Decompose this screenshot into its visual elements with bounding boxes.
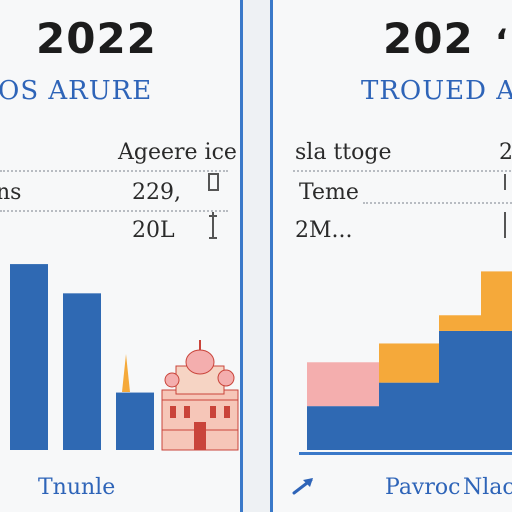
right-footer-right: Nlac [463, 475, 512, 500]
right-chart-baseline [299, 452, 512, 455]
right-bar-1-seg-3 [307, 362, 381, 407]
right-bar-4-seg-2 [481, 271, 512, 331]
right-panel: 202 ‘ TROUED A sla ttoge 2 Teme 2M... Pa… [270, 0, 512, 512]
right-bar-3-seg-2 [439, 315, 483, 331]
right-bar-2-seg-2 [379, 343, 441, 383]
right-year-overflow: ‘ [495, 22, 508, 62]
left-bar-2 [63, 293, 101, 450]
right-row1-divider [293, 170, 512, 172]
right-tick-marks-icon [504, 174, 506, 238]
building-illustration [161, 340, 239, 451]
left-row2-label: ns [0, 180, 22, 205]
left-bar-1 [10, 264, 48, 450]
left-panel: 2022 OS ARURE Ageere ice ns 229, 20L [0, 0, 243, 512]
left-row1-value: Ageere ice [118, 140, 237, 165]
spire-illustration [122, 354, 130, 392]
right-bar-3-seg-1 [439, 330, 483, 450]
right-row1-value: 2 [499, 140, 512, 165]
tick-marks-icon [208, 173, 219, 239]
left-heading: OS ARURE [0, 76, 153, 106]
right-bar-1-seg-1 [307, 406, 381, 450]
left-footer: Tnunle [38, 475, 116, 500]
right-row1-label: sla ttoge [295, 140, 392, 165]
right-row2-divider [363, 202, 512, 204]
panel-gutter [243, 0, 270, 512]
right-year: 202 [383, 14, 474, 63]
left-year: 2022 [36, 14, 157, 63]
left-chart [10, 264, 239, 451]
arrow-icon [292, 478, 313, 495]
left-row2-divider [0, 210, 228, 212]
left-bar-3 [116, 392, 154, 450]
left-row2-value: 229, [132, 180, 181, 205]
right-footer-left: Pavroc [385, 475, 461, 500]
right-bar-4-seg-1 [481, 330, 512, 450]
right-chart [307, 271, 512, 450]
right-row3-label: 2M... [295, 218, 353, 243]
right-row2-label: Teme [299, 180, 359, 205]
left-row1-divider [0, 170, 228, 172]
left-row3-value: 20L [132, 218, 175, 243]
right-heading: TROUED A [361, 76, 512, 106]
right-bar-2-seg-1 [379, 382, 441, 450]
